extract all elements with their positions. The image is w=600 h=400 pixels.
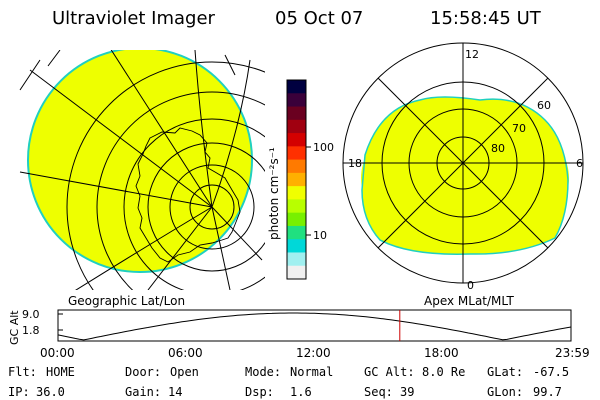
colorbar-segment — [287, 80, 306, 94]
app-title: Ultraviolet Imager — [52, 8, 216, 29]
mode-value: Normal — [290, 365, 333, 379]
ip-value: 36.0 — [36, 385, 65, 399]
altitude-plot: 9.0 1.8 GC Alt 00:00 06:00 12:00 18:00 2… — [8, 308, 590, 360]
mlt-label-12: 12 — [465, 48, 479, 61]
seq-value: 39 — [400, 385, 414, 399]
mlt-label-6: 6 — [576, 157, 583, 170]
altitude-ytick-max: 9.0 — [22, 308, 40, 321]
colorbar-segment — [287, 119, 306, 134]
lat-label-60: 60 — [537, 99, 551, 112]
colorbar-segment — [287, 159, 306, 174]
date-label: 05 Oct 07 — [275, 8, 363, 29]
xtick-18: 18:00 — [424, 346, 459, 360]
gcalt-value: 8.0 Re — [422, 365, 465, 379]
polar-image-edge — [361, 96, 569, 255]
polar-grid — [343, 43, 583, 283]
lat-label-70: 70 — [512, 122, 526, 135]
image-disk-edge — [27, 50, 253, 273]
altitude-ylabel: GC Alt — [8, 310, 21, 345]
mlt-label-0: 0 — [467, 279, 474, 292]
colorbar-segment — [287, 146, 306, 161]
door-key: Door: — [125, 365, 161, 379]
colorbar-tick-label-100: 100 — [313, 141, 334, 154]
colorbar-unit-label: photon cm⁻²s⁻¹ — [267, 147, 281, 240]
glon-value: 99.7 — [533, 385, 562, 399]
xtick-2359: 23:59 — [555, 346, 590, 360]
gcalt-key: GC Alt: — [364, 365, 415, 379]
colorbar-segment — [287, 186, 306, 200]
mode-key: Mode: — [245, 365, 281, 379]
xtick-00: 00:00 — [40, 346, 75, 360]
xtick-06: 06:00 — [168, 346, 203, 360]
gain-value: 14 — [168, 385, 182, 399]
meridians — [19, 50, 263, 290]
colorbar-segment — [287, 225, 306, 240]
glon-key: GLon: — [487, 385, 523, 399]
dsp-value: 1.6 — [290, 385, 312, 399]
seq-key: Seq: — [364, 385, 393, 399]
colorbar-segment — [287, 93, 306, 108]
colorbar-tick-label-10: 10 — [313, 229, 327, 242]
colorbar-segment — [287, 106, 306, 121]
right-map-caption: Apex MLat/MLT — [424, 294, 514, 308]
status-info: Flt: HOME Door: Open Mode: Normal GC Alt… — [8, 365, 569, 399]
altitude-plot-frame — [57, 309, 572, 342]
colorbar-segment — [287, 265, 306, 280]
colorbar-segment — [287, 172, 306, 187]
flt-value: HOME — [46, 365, 75, 379]
polar-map: 12 18 6 0 60 70 80 — [342, 42, 584, 292]
glat-key: GLat: — [487, 365, 523, 379]
glat-value: -67.5 — [533, 365, 569, 379]
altitude-curve — [57, 312, 572, 341]
colorbar-segment — [287, 212, 306, 227]
colorbar-segment — [287, 133, 306, 147]
colorbar-segment — [287, 199, 306, 214]
colorbar-segment — [287, 252, 306, 267]
latitude-circles — [66, 61, 265, 290]
ip-key: IP: — [8, 385, 30, 399]
time-label: 15:58:45 UT — [430, 8, 542, 29]
geographic-map — [19, 50, 265, 290]
left-map-caption: Geographic Lat/Lon — [68, 294, 185, 308]
mlt-label-18: 18 — [348, 157, 362, 170]
xtick-12: 12:00 — [296, 346, 331, 360]
door-value: Open — [170, 365, 199, 379]
altitude-ytick-min: 1.8 — [22, 324, 40, 337]
dsp-key: Dsp: — [245, 385, 274, 399]
coastline — [135, 127, 241, 263]
flt-key: Flt: — [8, 365, 37, 379]
colorbar: 100 10 photon cm⁻²s⁻¹ — [267, 79, 334, 280]
gain-key: Gain: — [125, 385, 161, 399]
outer-coastlines — [19, 50, 236, 91]
colorbar-segment — [287, 239, 306, 253]
lat-label-80: 80 — [491, 142, 505, 155]
colorbar-frame — [286, 79, 307, 280]
